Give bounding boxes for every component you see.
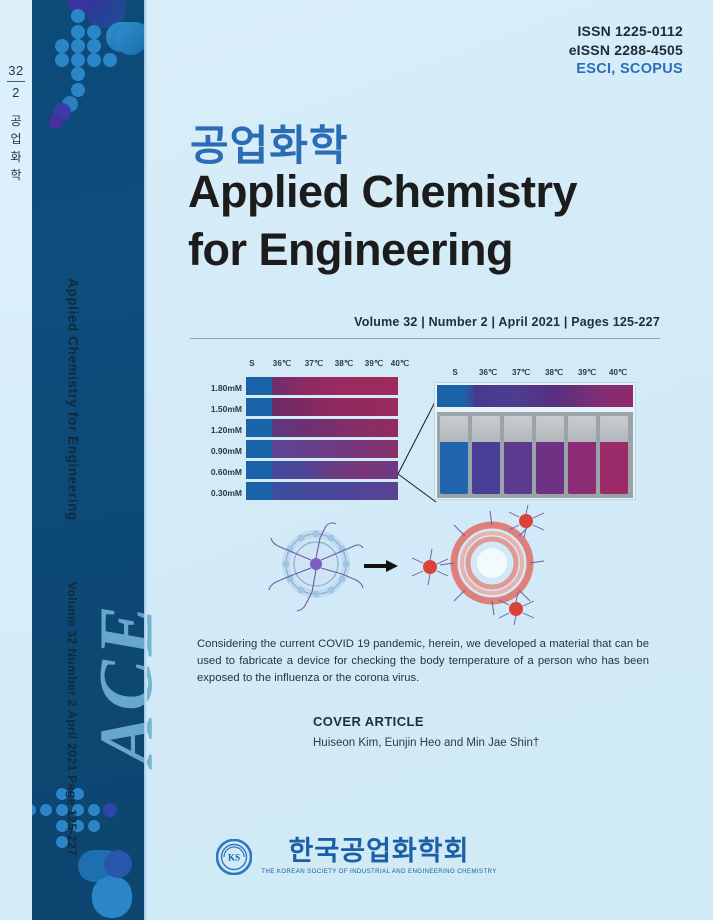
heatmap-row-label-2: 1.20mM (210, 425, 242, 435)
vial-cap-5 (600, 416, 628, 442)
vial-5 (600, 416, 628, 494)
volume-issue-line: Volume 32 | Number 2 | April 2021 | Page… (354, 315, 660, 329)
vesicle-body (439, 510, 545, 616)
masthead-title-line1: Applied Chemistry (188, 166, 578, 217)
vial-liquid-4 (568, 442, 596, 494)
heatmap-row-3 (246, 440, 398, 458)
free-micelle-top-right (508, 505, 545, 539)
society-name-english: THE KOREAN SOCIETY OF INDUSTRIAL AND ENG… (261, 868, 497, 875)
vial-4 (568, 416, 596, 494)
vial-cap-0 (440, 416, 468, 442)
indexing-badge: ESCI, SCOPUS (576, 61, 683, 77)
vial-liquid-3 (536, 442, 564, 494)
issue-number: 2 (12, 85, 20, 100)
issue-divider (7, 81, 25, 82)
issue-volume: 32 (8, 63, 24, 78)
vial-cap-2 (504, 416, 532, 442)
heatmap-row-0 (246, 377, 398, 395)
vial-liquid-0 (440, 442, 468, 494)
heatmap-row-label-5: 0.30mM (210, 488, 242, 498)
inset-col-header-0: S (452, 368, 458, 377)
heatmap-row-4 (246, 461, 398, 479)
heatmap-row-label-1: 1.50mM (210, 404, 242, 414)
transition-arrow-icon (364, 560, 398, 572)
cover-article-heading: COVER ARTICLE (313, 714, 424, 729)
heatmap-row-5 (246, 482, 398, 500)
vial-liquid-2 (504, 442, 532, 494)
heatmap-row-1 (246, 398, 398, 416)
cover-abstract-text: Considering the current COVID 19 pandemi… (197, 638, 649, 684)
heatmap-row-2 (246, 419, 398, 437)
issn-print: ISSN 1225-0112 (577, 23, 683, 39)
inset-col-header-3: 38℃ (545, 368, 563, 377)
micelle-schematic (268, 522, 364, 612)
society-emblem-icon: KS (216, 838, 253, 875)
vial-cap-4 (568, 416, 596, 442)
inset-leader-lines (397, 399, 437, 503)
issn-block: ISSN 1225-0112 eISSN 2288-4505 ESCI, SCO… (569, 22, 683, 79)
free-micelle-bottom-right (498, 591, 535, 625)
society-emblem-text: KS (228, 852, 240, 862)
inset-col-header-4: 39℃ (578, 368, 596, 377)
vesicle-schematic (411, 505, 545, 625)
society-logo: KS 한국공업화학회 THE KOREAN SOCIETY OF INDUSTR… (0, 838, 713, 880)
heatmap-col-header-4: 39℃ (364, 359, 384, 368)
inset-vial-strip (437, 412, 633, 498)
vial-1 (472, 416, 500, 494)
vial-liquid-1 (472, 442, 500, 494)
vial-2 (504, 416, 532, 494)
cover-article-authors: Huiseon Kim, Eunjin Heo and Min Jae Shin… (313, 737, 540, 749)
heatmap-col-header-5: 40℃ (390, 359, 410, 368)
heatmap-col-header-0: S (249, 359, 255, 368)
inset-col-header-5: 40℃ (609, 368, 627, 377)
heatmap-col-header-2: 37℃ (304, 359, 324, 368)
heatmap-col-header-1: 36℃ (272, 359, 292, 368)
heatmap-row-label-3: 0.90mM (210, 446, 242, 456)
masthead-korean-title: 공업화학 (190, 121, 349, 170)
issue-kr-char-3: 학 (10, 168, 22, 182)
vial-0 (440, 416, 468, 494)
vial-liquid-5 (600, 442, 628, 494)
heatmap-row-label-4: 0.60mM (210, 467, 242, 477)
society-name-korean: 한국공업화학회 (288, 836, 470, 867)
issue-kr-char-2: 화 (10, 150, 22, 164)
inset-col-header-2: 37℃ (512, 368, 530, 377)
vial-cap-1 (472, 416, 500, 442)
issn-electronic: eISSN 2288-4505 (568, 42, 683, 58)
heatmap-col-header-3: 38℃ (334, 359, 354, 368)
inset-col-header-1: 36℃ (479, 368, 497, 377)
issue-korean-title: 공 업 화 학 (4, 112, 28, 184)
heatmap-row-label-0: 1.80mM (210, 383, 242, 393)
vial-cap-3 (536, 416, 564, 442)
masthead-title-line2: for Engineering (188, 224, 514, 275)
issue-number-block: 32 2 (2, 62, 30, 101)
issue-kr-char-0: 공 (10, 114, 22, 128)
issue-kr-char-1: 업 (10, 132, 22, 146)
inset-gradient-bar (437, 385, 633, 407)
vial-3 (536, 416, 564, 494)
free-micelle-left (411, 548, 449, 586)
spine-outer-strip (0, 0, 32, 920)
spine-edge-line (144, 0, 147, 920)
masthead-divider (190, 338, 660, 339)
